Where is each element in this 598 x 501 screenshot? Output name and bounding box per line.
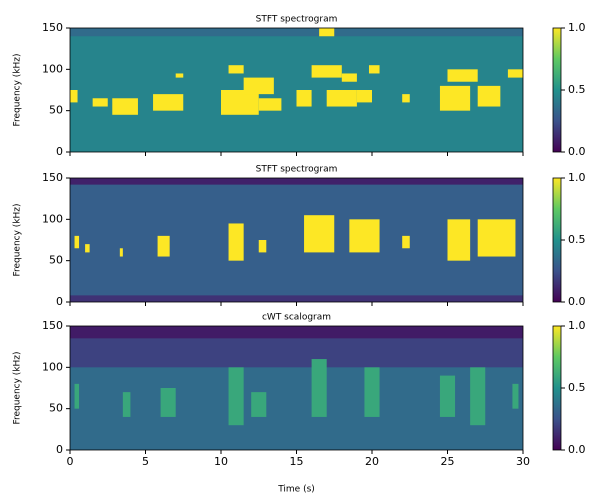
- heatmap-cell: [228, 223, 244, 261]
- heatmap-cell: [70, 90, 78, 103]
- y-tick-label: 50: [49, 254, 63, 267]
- heatmap-cell: [74, 235, 80, 249]
- colorbar-tick-label: 0.5: [568, 233, 586, 246]
- x-tick-label: 20: [365, 455, 379, 468]
- heatmap-cell: [119, 248, 123, 257]
- colorbar-tick-label: 0.5: [568, 83, 586, 96]
- heatmap-cell: [507, 69, 523, 78]
- colorbar-tick-label: 0.5: [568, 381, 586, 394]
- panel-title: cWT scalogram: [262, 313, 331, 323]
- panel-title: STFT spectrogram: [256, 15, 338, 25]
- x-axis-label: Time (s): [277, 485, 315, 495]
- heatmap-cell: [153, 94, 184, 111]
- heatmap-cell: [157, 235, 170, 257]
- heatmap-cell: [439, 85, 471, 111]
- heatmap-cell: [311, 65, 342, 78]
- y-tick-label: 150: [42, 319, 63, 332]
- heatmap-band: [70, 326, 523, 339]
- heatmap-band: [70, 338, 523, 368]
- x-tick-label: 0: [67, 455, 74, 468]
- heatmap-cell: [228, 367, 244, 426]
- y-tick-label: 100: [42, 360, 63, 373]
- heatmap-cell: [349, 219, 380, 253]
- heatmap-cell: [296, 90, 312, 107]
- heatmap-cell: [341, 73, 357, 82]
- heatmap-cell: [319, 28, 335, 37]
- heatmap-cell: [122, 392, 131, 417]
- heatmap-cell: [402, 94, 410, 103]
- colorbar: [552, 177, 562, 303]
- y-tick-label: 0: [56, 443, 63, 456]
- heatmap-cell: [74, 383, 80, 409]
- heatmap-cell: [356, 90, 372, 103]
- heatmap-cell: [326, 90, 357, 107]
- heatmap-cell: [258, 240, 267, 253]
- x-tick-label: 30: [516, 455, 530, 468]
- heatmap-cell: [512, 383, 519, 409]
- y-tick-label: 150: [42, 171, 63, 184]
- heatmap-cell: [258, 98, 282, 111]
- heatmap-cell: [304, 215, 335, 253]
- y-tick-label: 50: [49, 402, 63, 415]
- x-tick-label: 15: [290, 455, 304, 468]
- y-tick-label: 100: [42, 62, 63, 75]
- x-tick-label: 25: [441, 455, 455, 468]
- heatmap-cell: [160, 388, 176, 417]
- heatmap-cell: [368, 65, 380, 74]
- heatmap-cell: [439, 375, 456, 417]
- y-tick-label: 100: [42, 212, 63, 225]
- y-axis-label: Frequency (kHz): [13, 53, 23, 126]
- y-axis-label: Frequency (kHz): [13, 351, 23, 424]
- colorbar-tick-label: 1.0: [568, 319, 586, 332]
- heatmap-cell: [477, 85, 501, 107]
- colorbar: [552, 325, 562, 451]
- colorbar-tick-label: 0.0: [568, 443, 586, 456]
- heatmap-cell: [402, 235, 410, 249]
- heatmap-cell: [112, 98, 138, 115]
- heatmap-cell: [311, 359, 327, 417]
- y-tick-label: 50: [49, 104, 63, 117]
- y-axis-label: Frequency (kHz): [13, 203, 23, 276]
- x-tick-label: 5: [142, 455, 149, 468]
- heatmap-cell: [470, 367, 486, 426]
- colorbar-tick-label: 0.0: [568, 145, 586, 158]
- heatmap-cell: [92, 98, 108, 107]
- heatmap-cell: [243, 77, 274, 95]
- panel-title: STFT spectrogram: [256, 165, 338, 175]
- heatmap-cell: [85, 244, 90, 253]
- y-tick-label: 0: [56, 295, 63, 308]
- y-tick-label: 150: [42, 21, 63, 34]
- colorbar-tick-label: 0.0: [568, 295, 586, 308]
- heatmap-cell: [447, 219, 471, 261]
- heatmap-band: [70, 28, 523, 37]
- y-tick-label: 0: [56, 145, 63, 158]
- heatmap-cell: [251, 392, 267, 417]
- heatmap-band: [70, 178, 523, 185]
- heatmap-cell: [364, 367, 380, 417]
- colorbar: [552, 27, 562, 153]
- colorbar-tick-label: 1.0: [568, 21, 586, 34]
- heatmap-cell: [228, 65, 244, 74]
- x-tick-label: 10: [214, 455, 228, 468]
- heatmap-band: [70, 295, 523, 302]
- colorbar-tick-label: 1.0: [568, 171, 586, 184]
- heatmap-cell: [175, 73, 184, 78]
- heatmap-cell: [447, 69, 478, 82]
- heatmap-cell: [477, 219, 516, 257]
